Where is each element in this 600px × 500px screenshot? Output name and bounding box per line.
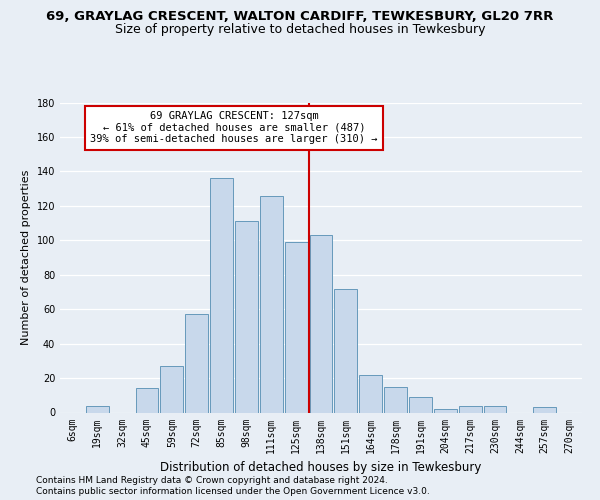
Bar	[434, 409, 457, 412]
Bar	[409, 397, 432, 412]
Bar	[359, 374, 382, 412]
Bar	[285, 242, 308, 412]
Bar	[484, 406, 506, 412]
Text: Size of property relative to detached houses in Tewkesbury: Size of property relative to detached ho…	[115, 22, 485, 36]
Bar	[86, 406, 109, 412]
Text: Contains public sector information licensed under the Open Government Licence v3: Contains public sector information licen…	[36, 487, 430, 496]
Y-axis label: Number of detached properties: Number of detached properties	[21, 170, 31, 345]
Bar	[310, 235, 332, 412]
Bar	[459, 406, 482, 412]
Bar	[235, 222, 258, 412]
Bar	[136, 388, 158, 412]
Text: 69, GRAYLAG CRESCENT, WALTON CARDIFF, TEWKESBURY, GL20 7RR: 69, GRAYLAG CRESCENT, WALTON CARDIFF, TE…	[46, 10, 554, 23]
X-axis label: Distribution of detached houses by size in Tewkesbury: Distribution of detached houses by size …	[160, 461, 482, 474]
Bar	[533, 408, 556, 412]
Bar	[334, 288, 357, 412]
Bar	[384, 386, 407, 412]
Bar	[185, 314, 208, 412]
Bar	[210, 178, 233, 412]
Bar	[160, 366, 183, 412]
Bar	[260, 196, 283, 412]
Text: 69 GRAYLAG CRESCENT: 127sqm
← 61% of detached houses are smaller (487)
39% of se: 69 GRAYLAG CRESCENT: 127sqm ← 61% of det…	[90, 111, 378, 144]
Text: Contains HM Land Registry data © Crown copyright and database right 2024.: Contains HM Land Registry data © Crown c…	[36, 476, 388, 485]
